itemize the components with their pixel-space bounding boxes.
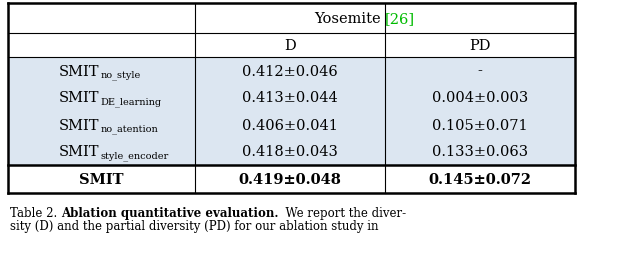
Text: 0.133±0.063: 0.133±0.063 — [432, 145, 528, 159]
Bar — [8, 58, 575, 165]
Text: sity (D) and the partial diversity (PD) for our ablation study in: sity (D) and the partial diversity (PD) … — [10, 219, 378, 232]
Text: D: D — [284, 39, 296, 53]
Text: We report the diver-: We report the diver- — [278, 206, 406, 219]
Text: DE_learning: DE_learning — [100, 97, 162, 107]
Text: 0.406±0.041: 0.406±0.041 — [242, 118, 338, 132]
Text: style_encoder: style_encoder — [100, 151, 169, 161]
Text: PD: PD — [469, 39, 491, 53]
Text: 0.145±0.072: 0.145±0.072 — [428, 172, 532, 186]
Text: 0.004±0.003: 0.004±0.003 — [432, 91, 528, 105]
Text: SMIT: SMIT — [79, 172, 124, 186]
Text: SMIT: SMIT — [59, 145, 99, 159]
Text: Yosemite: Yosemite — [314, 12, 385, 26]
Text: 0.418±0.043: 0.418±0.043 — [242, 145, 338, 159]
Text: SMIT: SMIT — [59, 91, 99, 105]
Text: -: - — [477, 64, 483, 78]
Text: no_style: no_style — [100, 70, 141, 80]
Text: [26]: [26] — [385, 12, 415, 26]
Text: 0.105±0.071: 0.105±0.071 — [432, 118, 528, 132]
Text: SMIT: SMIT — [59, 64, 99, 78]
Text: 0.412±0.046: 0.412±0.046 — [242, 64, 338, 78]
Text: 0.413±0.044: 0.413±0.044 — [242, 91, 338, 105]
Text: no_atention: no_atention — [100, 124, 158, 134]
Text: Ablation quantitative evaluation.: Ablation quantitative evaluation. — [61, 206, 278, 219]
Text: SMIT: SMIT — [59, 118, 99, 132]
Text: 0.419±0.048: 0.419±0.048 — [239, 172, 341, 186]
Text: Table 2.: Table 2. — [10, 206, 61, 219]
